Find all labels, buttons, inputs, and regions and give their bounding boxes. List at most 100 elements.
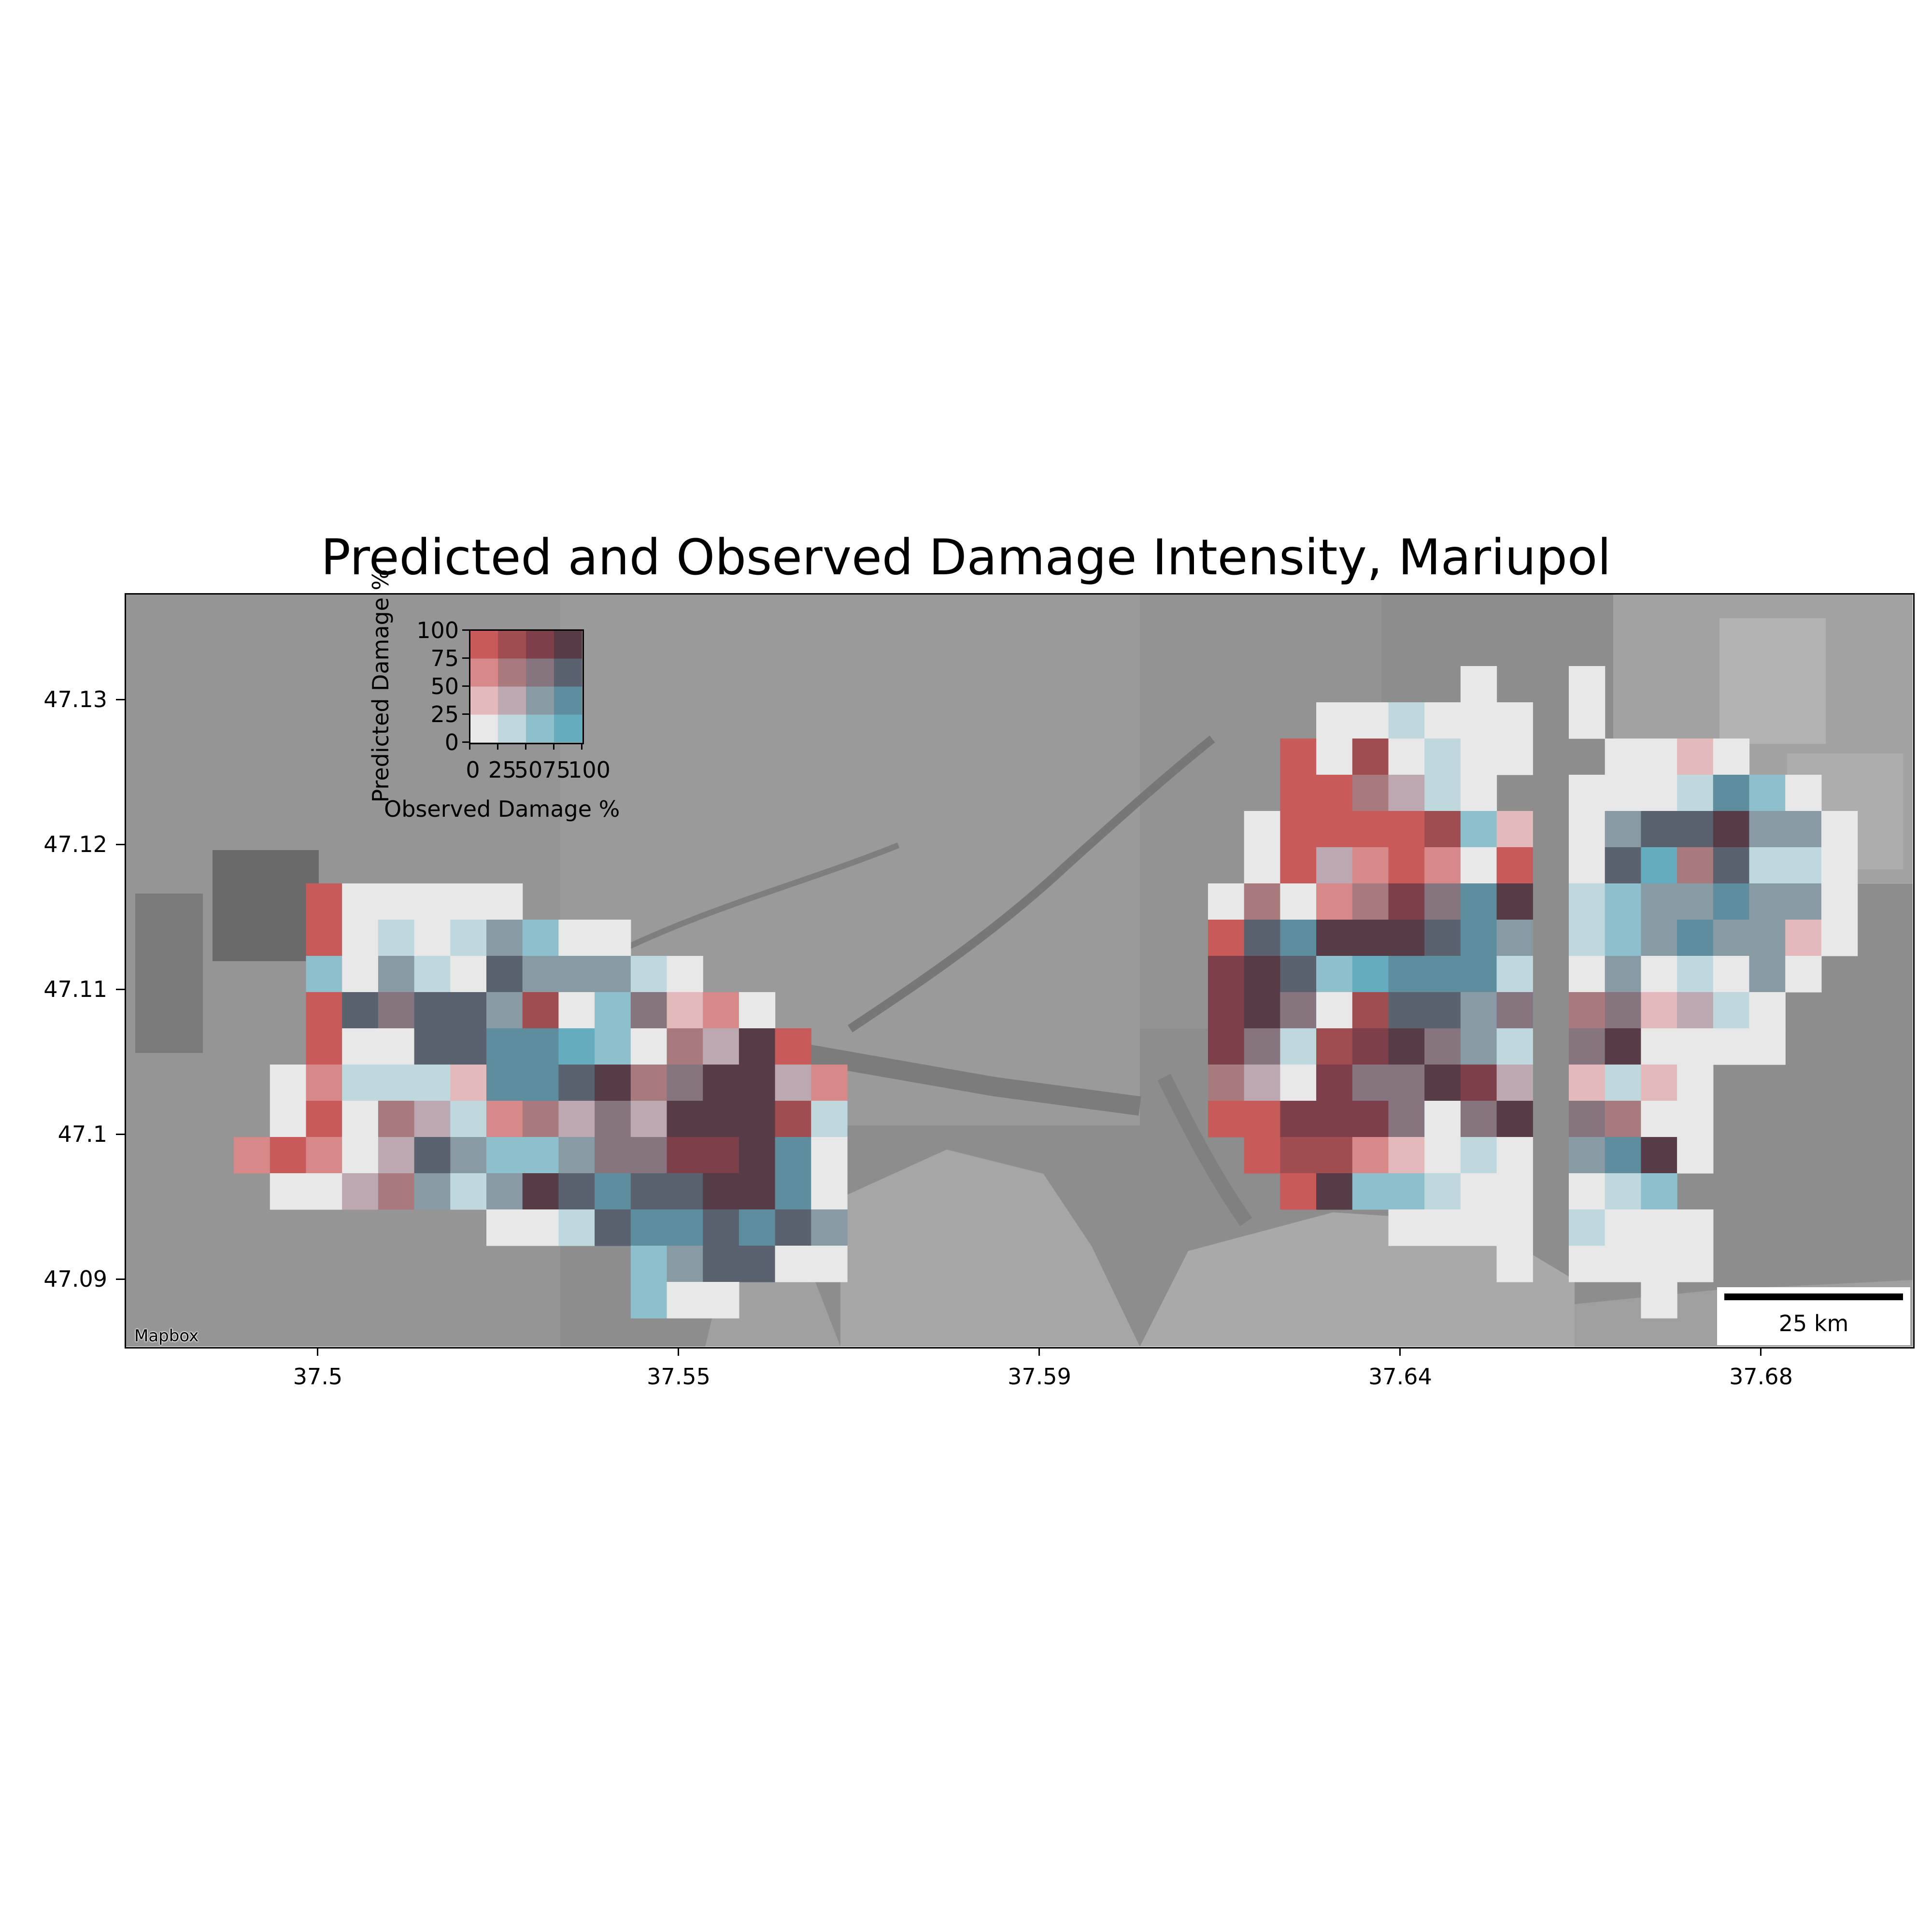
damage-cell <box>486 1101 523 1137</box>
damage-cell <box>1352 1173 1389 1210</box>
damage-cell <box>1244 1137 1280 1174</box>
damage-cell <box>1280 1137 1317 1174</box>
damage-cell <box>450 920 487 956</box>
damage-cell <box>1424 1028 1461 1065</box>
legend-x-tick <box>469 743 470 750</box>
damage-cell <box>1641 1173 1677 1210</box>
damage-cell <box>1677 1028 1714 1065</box>
damage-cell <box>630 1101 668 1137</box>
x-tick <box>1399 1347 1401 1356</box>
damage-cell <box>450 956 487 993</box>
damage-cell <box>703 1065 739 1101</box>
damage-cell <box>1424 883 1461 920</box>
damage-cell <box>450 992 487 1029</box>
y-tick-label: 47.11 <box>43 976 107 1002</box>
damage-cell <box>342 920 379 956</box>
legend-x-tick <box>497 743 498 750</box>
damage-cell <box>522 1028 559 1065</box>
damage-cell <box>1641 956 1677 993</box>
damage-cell <box>1496 811 1533 848</box>
damage-cell <box>450 1028 487 1065</box>
damage-cell <box>342 956 379 993</box>
damage-cell <box>342 1028 379 1065</box>
damage-cell <box>667 1173 703 1210</box>
damage-cell <box>1388 992 1425 1029</box>
damage-cell <box>630 992 668 1029</box>
damage-cell <box>450 1173 487 1210</box>
damage-cell <box>775 1137 811 1174</box>
damage-cell <box>1496 992 1533 1029</box>
damage-cell <box>558 992 595 1029</box>
y-tick <box>116 699 125 700</box>
damage-cell <box>1496 1173 1533 1210</box>
damage-cell <box>1280 956 1317 993</box>
damage-cell <box>1460 811 1497 848</box>
damage-cell <box>1605 883 1641 920</box>
damage-cell <box>1496 1209 1533 1246</box>
damage-cell <box>667 1028 703 1065</box>
legend-x-tick-label: 50 <box>514 757 543 783</box>
damage-cell <box>1641 883 1677 920</box>
damage-cell <box>1280 1065 1317 1101</box>
damage-cell <box>558 1065 595 1101</box>
damage-cell <box>1569 702 1605 739</box>
damage-cell <box>1352 992 1389 1029</box>
legend-cell <box>470 686 498 715</box>
damage-cell <box>1496 1246 1533 1282</box>
damage-cell <box>1677 1137 1714 1174</box>
y-tick <box>116 1279 125 1280</box>
damage-cell <box>1352 956 1389 993</box>
damage-cell <box>378 1065 415 1101</box>
damage-cell <box>1641 992 1677 1029</box>
damage-cell <box>1496 1028 1533 1065</box>
damage-cell <box>270 1173 307 1210</box>
damage-cell <box>1208 1065 1245 1101</box>
damage-cell <box>630 1282 668 1319</box>
x-tick <box>1760 1347 1762 1356</box>
damage-grid <box>234 666 1858 1319</box>
damage-cell <box>414 1173 451 1210</box>
damage-cell <box>1424 702 1461 739</box>
damage-cell <box>1605 1028 1641 1065</box>
damage-cell <box>270 1101 307 1137</box>
damage-cell <box>486 1028 523 1065</box>
damage-cell <box>1460 847 1497 884</box>
damage-cell <box>1460 956 1497 993</box>
damage-cell <box>414 1101 451 1137</box>
damage-cell <box>1677 1065 1714 1101</box>
damage-cell <box>486 1173 523 1210</box>
damage-cell <box>1244 1065 1280 1101</box>
damage-cell <box>1424 1101 1461 1137</box>
x-tick <box>1038 1347 1040 1356</box>
damage-cell <box>1388 920 1425 956</box>
damage-cell <box>1641 1209 1677 1246</box>
damage-cell <box>1713 847 1750 884</box>
damage-cell <box>703 1137 739 1174</box>
damage-cell <box>1316 956 1353 993</box>
legend-cell <box>498 630 526 659</box>
damage-cell <box>414 956 451 993</box>
damage-cell <box>1641 1028 1677 1065</box>
x-tick-label: 37.55 <box>647 1364 710 1390</box>
damage-cell <box>811 1137 848 1174</box>
damage-cell <box>522 1065 559 1101</box>
damage-cell <box>775 1246 811 1282</box>
damage-cell <box>1496 702 1533 739</box>
damage-cell <box>595 1173 631 1210</box>
map-title: Predicted and Observed Damage Intensity,… <box>321 529 1611 586</box>
damage-cell <box>1785 956 1822 993</box>
damage-cell <box>595 1137 631 1174</box>
damage-cell <box>450 1101 487 1137</box>
damage-cell <box>1280 1173 1317 1210</box>
damage-cell <box>739 1246 776 1282</box>
damage-cell <box>1569 666 1605 703</box>
legend-y-tick-label: 0 <box>444 729 459 755</box>
damage-cell <box>1460 1209 1497 1246</box>
x-tick-label: 37.59 <box>1008 1364 1071 1390</box>
damage-cell <box>1352 739 1389 775</box>
damage-cell <box>342 1173 379 1210</box>
damage-cell <box>1424 847 1461 884</box>
damage-cell <box>1424 992 1461 1029</box>
damage-cell <box>306 1065 342 1101</box>
damage-cell <box>414 1065 451 1101</box>
